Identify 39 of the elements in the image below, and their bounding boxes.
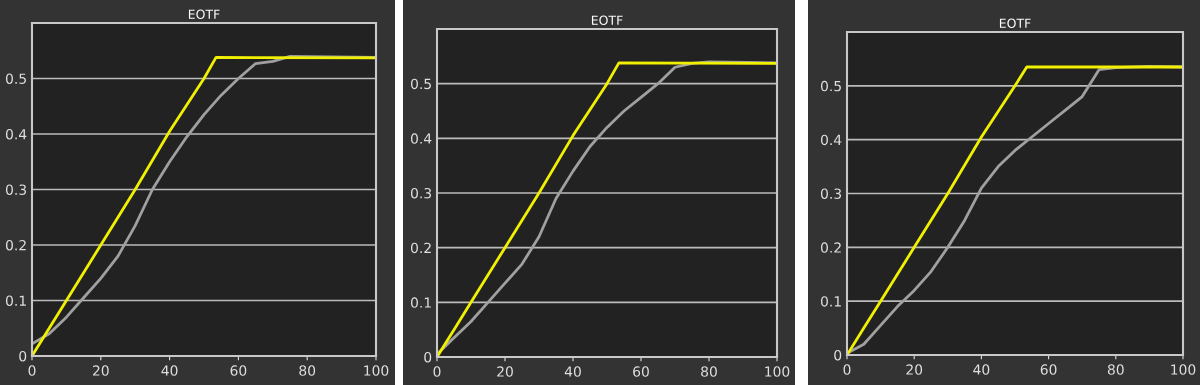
x-tick-label: 100 [765,366,790,377]
chart-title: EOTF [591,15,623,26]
x-tick-label: 20 [92,365,109,376]
x-tick-label: 0 [28,365,36,376]
y-tick-label: 0.1 [410,297,431,308]
y-tick-label: 0.5 [410,78,431,90]
y-tick-label: 0.3 [410,187,432,199]
x-tick-label: 60 [230,365,247,376]
x-tick-label: 80 [299,365,316,376]
y-tick-label: 0.4 [5,128,27,140]
y-tick-label: 0.3 [5,184,27,195]
y-tick-label: 0.2 [5,239,26,251]
y-tick-label: 0.5 [820,80,841,92]
chart-title: EOTF [188,9,220,20]
y-tick-label: 0.3 [820,188,842,199]
x-tick-label: 20 [906,364,923,375]
x-tick-label: 20 [497,366,513,377]
y-tick-label: 0.2 [410,242,431,254]
x-tick-label: 80 [1107,364,1124,375]
y-tick-label: 0.2 [820,242,841,253]
y-tick-label: 0.1 [5,295,26,306]
chart-title: EOTF [999,18,1031,29]
x-tick-label: 0 [433,366,441,377]
y-tick-label: 0 [834,349,842,361]
x-tick-label: 60 [633,366,649,377]
y-tick-label: 0.5 [5,73,26,84]
x-tick-label: 80 [701,366,717,377]
x-tick-label: 100 [364,365,389,376]
x-tick-label: 40 [161,365,178,376]
y-tick-label: 0 [424,351,432,363]
x-tick-label: 0 [843,364,851,375]
y-tick-label: 0 [19,350,27,362]
y-tick-label: 0.1 [820,296,841,307]
x-tick-label: 40 [564,366,581,377]
y-tick-label: 0.4 [820,134,842,146]
x-tick-label: 60 [1040,364,1057,375]
x-tick-label: 100 [1171,364,1196,375]
y-tick-label: 0.4 [410,133,432,144]
x-tick-label: 40 [973,364,990,375]
